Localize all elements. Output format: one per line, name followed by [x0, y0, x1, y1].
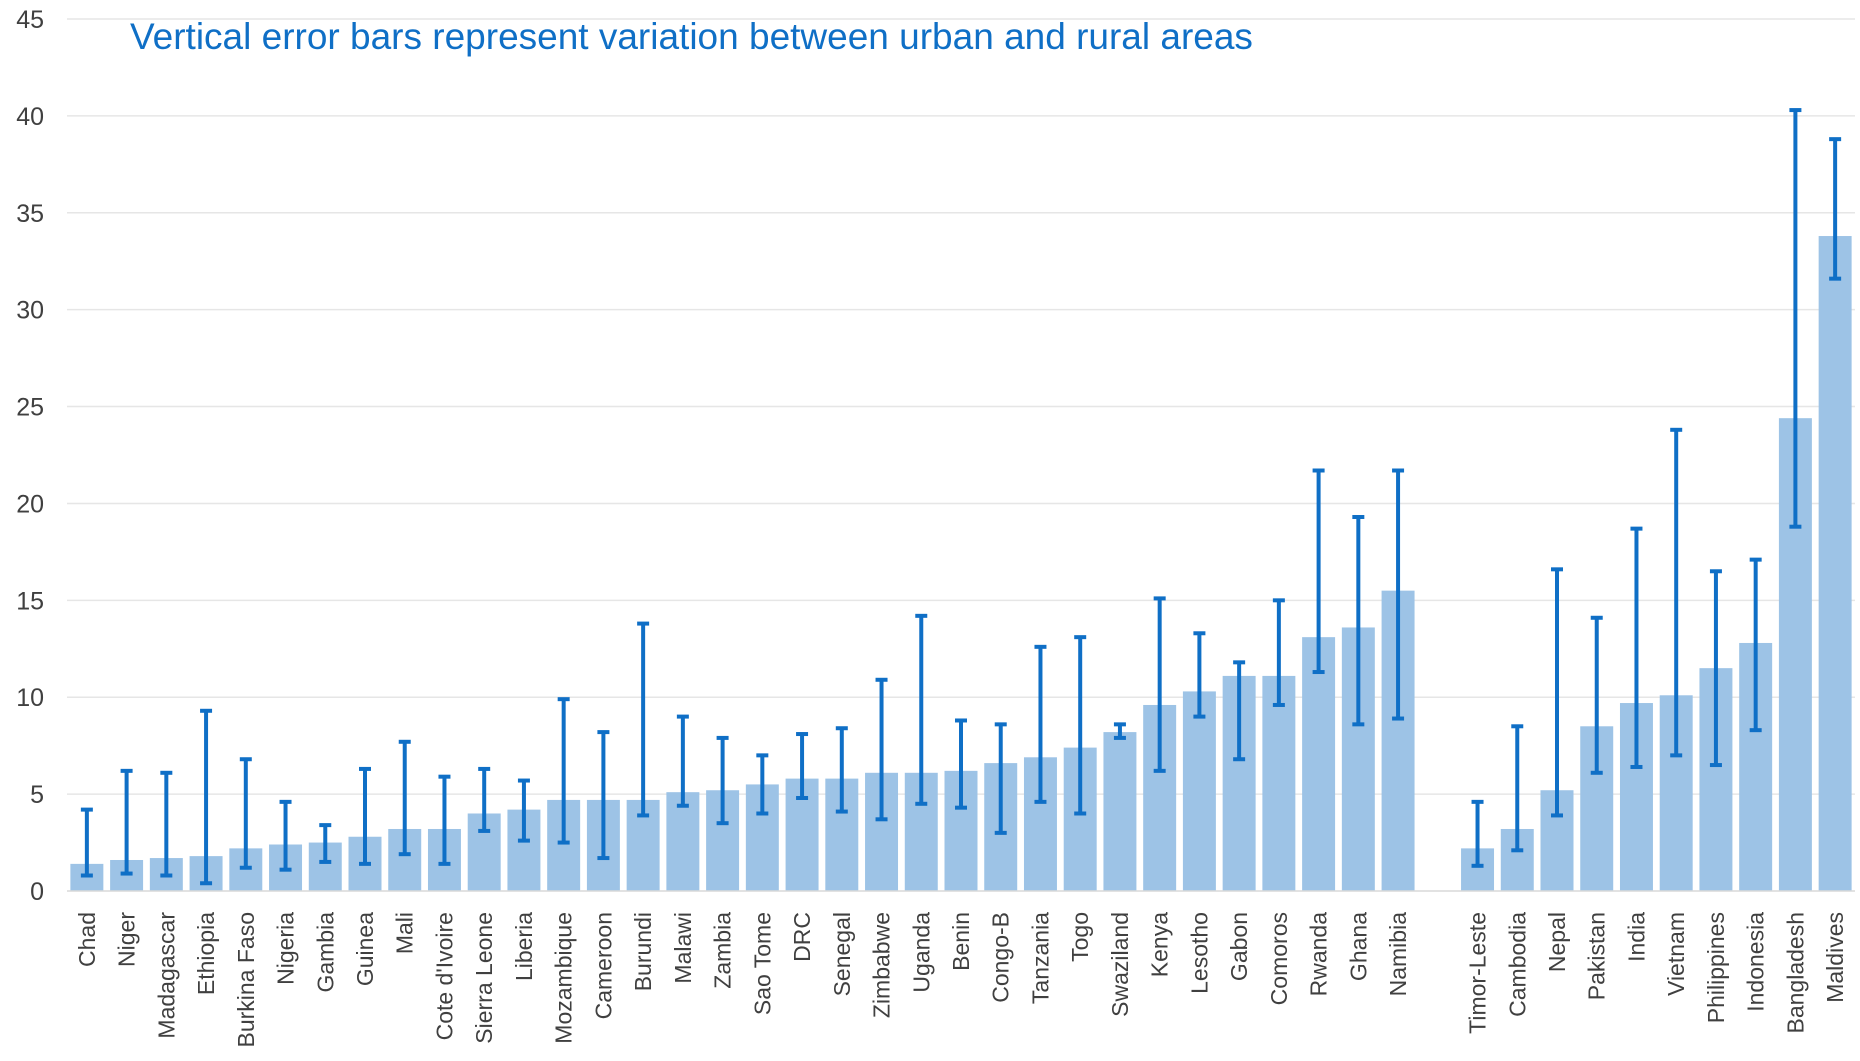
- x-tick-label: Tanzania: [1027, 912, 1053, 1004]
- x-tick-label: Comoros: [1266, 912, 1292, 1005]
- y-tick-label: 40: [16, 103, 44, 131]
- x-tick-label: Nigeria: [273, 912, 299, 985]
- x-tick-label: Rwanda: [1306, 912, 1332, 997]
- error-bars: [80, 108, 1842, 886]
- x-tick-label: Zimbabwe: [869, 912, 895, 1018]
- y-tick-label: 15: [16, 587, 44, 615]
- x-tick-label: Namibia: [1385, 912, 1411, 997]
- x-tick-label: Chad: [74, 912, 100, 967]
- y-tick-label: 0: [30, 878, 44, 906]
- y-tick-label: 10: [16, 684, 44, 712]
- gridlines: [67, 18, 1855, 795]
- x-tick-label: Senegal: [829, 912, 855, 996]
- x-tick-label: Madagascar: [153, 912, 179, 1039]
- bar: [1182, 691, 1216, 891]
- x-tick-label: Nepal: [1544, 912, 1570, 972]
- bar: [666, 792, 700, 891]
- x-tick-label: Timor-Leste: [1465, 912, 1491, 1034]
- x-tick-label: Bangladesh: [1782, 912, 1808, 1034]
- x-tick-label: Gambia: [312, 912, 338, 993]
- bar: [1818, 236, 1852, 891]
- x-tick-label: Gabon: [1226, 912, 1252, 981]
- x-tick-label: Swaziland: [1107, 912, 1133, 1017]
- x-tick-label: Burundi: [630, 912, 656, 991]
- x-tick-label: Sierra Leone: [471, 912, 497, 1044]
- axes: 0 5 10 15 20 25 30 35 40 45 Chad Niger Madagascar Eth…: [16, 6, 1855, 1048]
- x-tick-label: India: [1623, 912, 1649, 962]
- bars: [70, 236, 1852, 891]
- x-tick-label: Uganda: [908, 912, 934, 993]
- x-tick-label: Burkina Faso: [233, 912, 259, 1048]
- y-tick-label: 5: [30, 781, 44, 809]
- y-tick-label: 20: [16, 490, 44, 518]
- x-tick-label: Ghana: [1345, 912, 1371, 981]
- x-tick-label: Kenya: [1147, 912, 1173, 977]
- x-tick-label: Congo-B: [988, 912, 1014, 1003]
- x-tick-label: Indonesia: [1743, 912, 1769, 1012]
- x-tick-label: Mozambique: [551, 912, 577, 1044]
- x-tick-label: Cameroon: [590, 912, 616, 1019]
- x-tick-label: Benin: [948, 912, 974, 971]
- x-tick-label: Niger: [114, 912, 140, 967]
- x-tick-label: Malawi: [670, 912, 696, 984]
- x-tick-label: Mali: [392, 912, 418, 954]
- chart-title: Vertical error bars represent variation …: [130, 16, 1253, 57]
- bar: [1262, 675, 1296, 891]
- bar: [1302, 637, 1336, 891]
- y-tick-label: 25: [16, 394, 44, 422]
- y-tick-label: 30: [16, 297, 44, 325]
- x-tick-label: DRC: [789, 912, 815, 962]
- x-tick-label: Cote d'Ivoire: [431, 912, 457, 1040]
- x-tick-label: Philippines: [1703, 912, 1729, 1023]
- y-tick-label: 45: [16, 6, 44, 34]
- x-tick-label: Sao Tome: [749, 912, 775, 1015]
- bar: [1103, 732, 1137, 891]
- x-tick-label: Togo: [1067, 912, 1093, 962]
- x-tick-label: Zambia: [710, 912, 736, 989]
- x-tick-label: Vietnam: [1663, 912, 1689, 996]
- x-tick-label: Lesotho: [1186, 912, 1212, 994]
- x-tick-label: Cambodia: [1504, 912, 1530, 1017]
- y-tick-label: 35: [16, 200, 44, 228]
- x-tick-label: Pakistan: [1584, 912, 1610, 1000]
- x-tick-label: Maldives: [1822, 912, 1848, 1003]
- x-tick-label: Ethiopia: [193, 912, 219, 995]
- x-tick-label: Guinea: [352, 912, 378, 986]
- x-tick-label: Liberia: [511, 912, 537, 981]
